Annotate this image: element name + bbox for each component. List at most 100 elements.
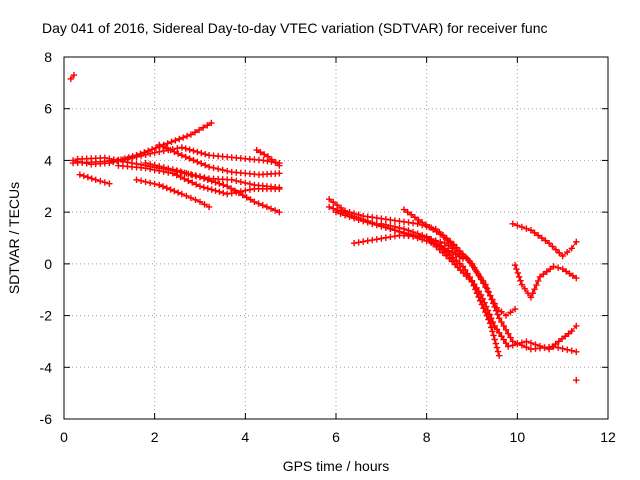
data-point xyxy=(341,212,349,219)
data-point xyxy=(443,236,451,244)
data-point xyxy=(414,220,421,227)
data-point xyxy=(163,184,170,192)
data-point xyxy=(415,216,422,224)
data-point xyxy=(489,328,496,335)
data-point xyxy=(491,336,498,343)
data-point xyxy=(369,220,376,227)
data-point xyxy=(106,180,113,187)
data-point xyxy=(493,344,501,351)
data-point xyxy=(176,135,183,143)
series-group xyxy=(67,71,580,384)
data-point xyxy=(523,344,530,351)
data-point xyxy=(573,274,580,282)
data-point xyxy=(466,259,474,266)
data-point xyxy=(171,187,178,195)
data-point xyxy=(276,208,283,216)
y-tick-label: 6 xyxy=(44,101,52,117)
data-point xyxy=(106,155,113,162)
data-point xyxy=(246,186,254,193)
data-point xyxy=(409,228,417,236)
data-point xyxy=(430,238,438,245)
data-point xyxy=(534,232,542,239)
data-point xyxy=(456,260,463,267)
data-point xyxy=(498,333,505,340)
data-point xyxy=(219,166,226,174)
data-point xyxy=(565,330,572,337)
data-point xyxy=(439,249,447,256)
data-point xyxy=(330,205,337,212)
data-point xyxy=(165,169,172,176)
data-point xyxy=(146,150,154,157)
data-point xyxy=(491,322,498,330)
series-trace xyxy=(514,264,577,299)
data-point xyxy=(527,227,535,234)
data-point xyxy=(220,181,227,189)
data-point xyxy=(523,225,530,232)
data-point xyxy=(568,327,575,335)
data-point xyxy=(233,189,240,196)
data-point xyxy=(179,134,187,141)
data-point xyxy=(382,221,390,229)
data-point xyxy=(468,278,476,286)
data-point xyxy=(488,324,495,331)
y-tick-label: 8 xyxy=(44,49,52,65)
series-arc-14 xyxy=(400,206,458,249)
data-point xyxy=(84,174,91,181)
data-point xyxy=(562,268,570,275)
data-point xyxy=(156,148,163,156)
x-axis-label: GPS time / hours xyxy=(283,458,390,474)
grid xyxy=(64,57,608,419)
data-point xyxy=(527,339,535,347)
y-tick-label: -2 xyxy=(40,308,53,324)
data-point xyxy=(543,268,550,275)
data-point xyxy=(142,178,149,186)
data-point xyxy=(418,231,426,239)
data-point xyxy=(326,203,333,211)
data-point xyxy=(183,132,191,140)
data-point xyxy=(195,126,203,134)
data-point xyxy=(272,159,279,166)
data-point xyxy=(459,255,467,262)
data-point xyxy=(151,149,158,156)
data-point xyxy=(509,220,516,227)
data-point xyxy=(531,229,538,237)
data-point xyxy=(92,176,99,184)
data-point xyxy=(264,153,272,160)
data-point xyxy=(373,221,380,229)
data-point xyxy=(159,143,167,150)
data-point xyxy=(573,322,580,330)
data-point xyxy=(110,156,118,163)
data-point xyxy=(171,148,178,156)
data-point xyxy=(237,188,244,195)
data-point xyxy=(472,286,479,293)
data-point xyxy=(564,346,571,353)
data-point xyxy=(243,194,250,201)
data-point xyxy=(559,265,566,273)
data-point xyxy=(167,146,174,154)
data-point xyxy=(237,178,244,186)
data-point xyxy=(387,222,394,230)
data-point xyxy=(550,343,557,350)
data-point xyxy=(573,238,580,246)
series-arc-5 xyxy=(133,176,213,211)
data-point xyxy=(400,206,408,213)
data-point xyxy=(242,179,249,187)
data-point xyxy=(255,200,262,207)
data-point xyxy=(494,311,501,318)
data-point xyxy=(483,285,491,292)
data-point xyxy=(201,201,208,208)
data-point xyxy=(456,253,463,260)
data-point xyxy=(529,290,536,297)
data-point xyxy=(481,308,489,316)
data-point xyxy=(517,277,524,284)
data-point xyxy=(263,203,271,211)
data-point xyxy=(364,237,371,245)
series-arc-16 xyxy=(509,220,580,260)
y-tick-label: 0 xyxy=(44,256,52,272)
data-point xyxy=(146,165,154,173)
data-point xyxy=(186,146,193,153)
data-point xyxy=(440,233,447,241)
data-point xyxy=(261,151,268,158)
data-point xyxy=(192,196,199,204)
data-point xyxy=(391,223,399,231)
